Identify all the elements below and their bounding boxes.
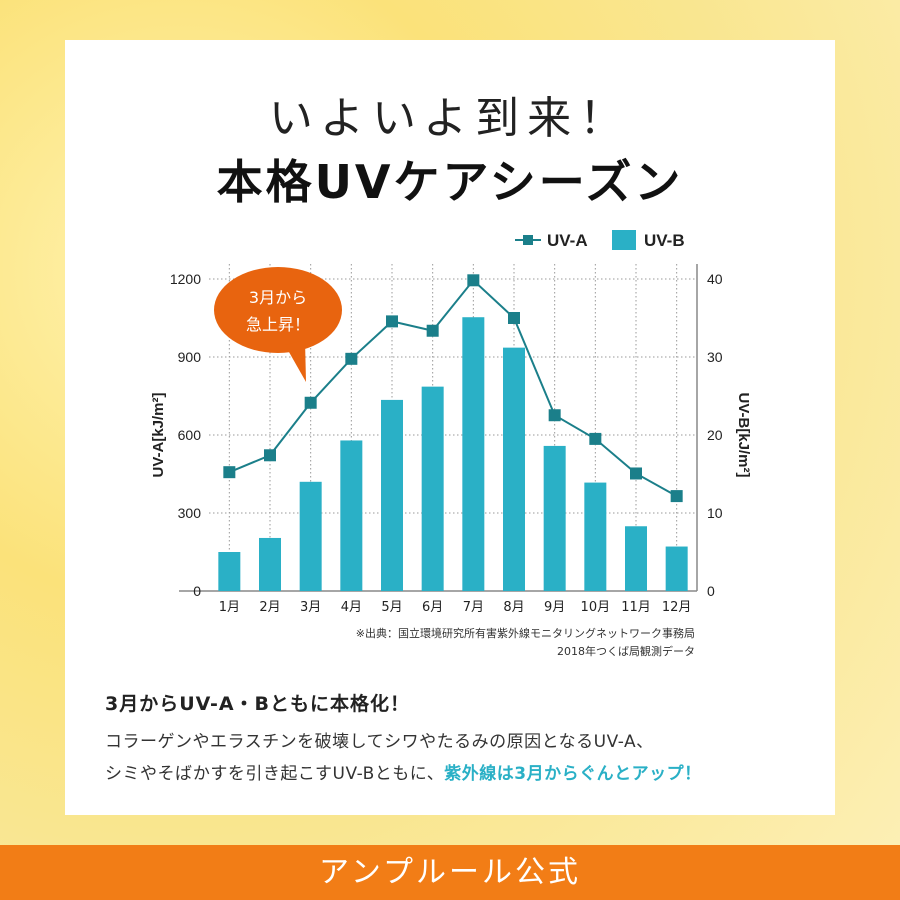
x-tick-label: 12月 <box>662 600 692 615</box>
body-line2: シミやそばかすを引き起こすUV-Bともに、紫外線は3月からぐんとアップ！ <box>105 759 702 784</box>
uvb-bar-6月 <box>421 386 444 591</box>
callout-bubble <box>214 267 342 353</box>
section-subtitle: 3月からUV-A・Bともに本格化！ <box>105 693 411 715</box>
uva-point-11月 <box>630 467 642 480</box>
y2-tick-label: 20 <box>707 427 723 443</box>
uvb-bar-1月 <box>218 552 241 591</box>
body-line2-text: シミやそばかすを引き起こすUV-Bともに、 <box>105 764 445 784</box>
uva-point-3月 <box>304 396 317 409</box>
uvb-bar-4月 <box>340 440 363 591</box>
uvb-bar-5月 <box>381 399 403 591</box>
legend: UV-A UV-B <box>515 230 685 250</box>
callout-tail <box>285 340 306 382</box>
x-tick-label: 2月 <box>259 600 280 615</box>
y2-axis-label: UV-B[kJ/m²] <box>735 392 752 477</box>
y-tick-label: 300 <box>178 505 202 521</box>
x-tick-label: 7月 <box>463 600 484 615</box>
uva-point-6月 <box>426 324 439 337</box>
x-tick-label: 11月 <box>621 600 651 615</box>
x-tick-label: 8月 <box>503 600 524 615</box>
legend-uvb: UV-B <box>644 231 685 250</box>
x-tick-label: 4月 <box>341 600 362 615</box>
uva-point-5月 <box>386 315 398 328</box>
callout-line1: 3月から <box>249 288 307 307</box>
uvb-bar-3月 <box>299 481 322 591</box>
y2-tick-label: 10 <box>707 505 723 521</box>
x-tick-label: 1月 <box>219 600 240 615</box>
uva-line <box>223 274 683 503</box>
uvb-bar-10月 <box>584 482 607 591</box>
footer-brand-bar: アンプルール公式 <box>0 845 900 900</box>
uvb-bar-7月 <box>462 317 485 591</box>
x-tick-label: 9月 <box>544 600 565 615</box>
body-line2-highlight: 紫外線は3月からぐんとアップ！ <box>444 764 702 784</box>
body-line1: コラーゲンやエラスチンを破壊してシワやたるみの原因となるUV-A、 <box>105 732 654 752</box>
uva-point-9月 <box>548 409 561 422</box>
y-axis-label: UV-A[kJ/m²] <box>150 392 167 477</box>
uva-point-2月 <box>264 449 276 462</box>
x-tick-label: 10月 <box>581 600 611 615</box>
callout: 3月から 急上昇！ <box>214 267 342 382</box>
uvb-bars <box>218 317 688 591</box>
y-tick-label: 1200 <box>170 271 201 287</box>
y2-tick-label: 40 <box>707 271 723 287</box>
x-tick-label: 5月 <box>381 600 402 615</box>
callout-line2: 急上昇！ <box>246 315 310 334</box>
uva-point-10月 <box>589 432 602 445</box>
y2-tick-label: 0 <box>707 583 715 599</box>
uva-point-8月 <box>508 312 520 324</box>
content-card <box>65 40 835 815</box>
uva-point-1月 <box>223 466 236 479</box>
source-line1: ※出典：国立環境研究所有害紫外線モニタリングネットワーク事務局 <box>356 626 695 640</box>
uva-point-12月 <box>670 490 683 503</box>
source-line2: 2018年つくば局観測データ <box>557 644 695 658</box>
uvb-bar-2月 <box>259 537 281 591</box>
uvb-bar-12月 <box>665 546 688 591</box>
headline-line1: いよいよ到来！ <box>268 93 632 144</box>
uvb-bar-8月 <box>503 347 525 591</box>
legend-bar-swatch <box>612 230 636 250</box>
x-tick-label: 3月 <box>300 600 321 615</box>
uva-polyline <box>228 278 678 497</box>
y-tick-label: 600 <box>178 427 202 443</box>
uva-point-4月 <box>345 352 358 365</box>
uvb-bar-11月 <box>625 526 647 591</box>
y-tick-label: 900 <box>178 349 202 365</box>
axis-ticks: 0 0 300 10 600 20 900 30 1200 40 1月 2月 3月 4月 5月 6月 7月 8月 9… <box>170 271 723 615</box>
headline-line2: 本格UVケアシーズン <box>216 155 684 209</box>
uva-point-7月 <box>467 274 480 287</box>
x-tick-label: 6月 <box>422 600 443 615</box>
legend-uva: UV-A <box>547 231 588 250</box>
y2-tick-label: 30 <box>707 349 723 365</box>
uvb-bar-9月 <box>543 445 566 591</box>
y-tick-label: 0 <box>193 583 201 599</box>
legend-marker-swatch <box>523 235 533 245</box>
